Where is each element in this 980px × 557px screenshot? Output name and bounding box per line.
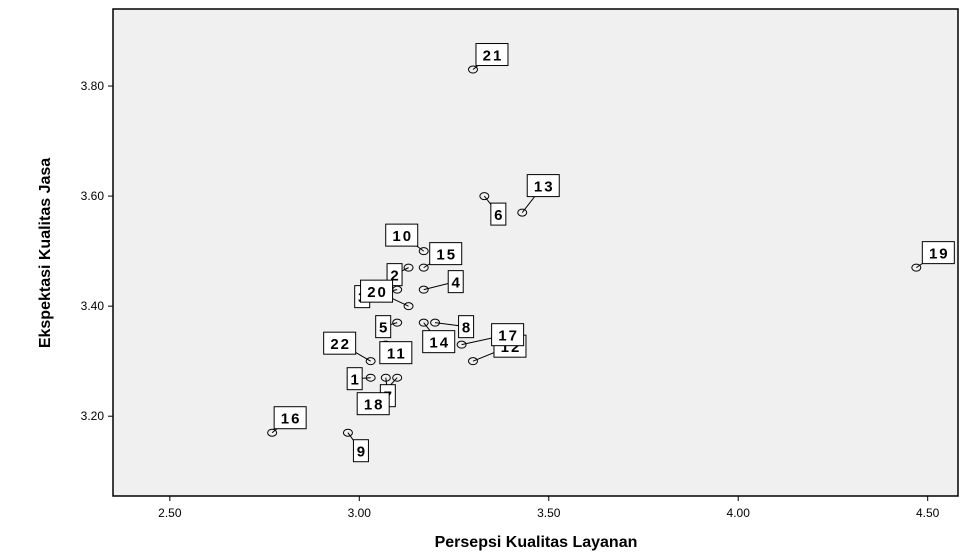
x-tick-label: 3.50 [537,506,561,520]
y-tick-label: 3.40 [81,299,105,313]
y-axis-title: Ekspektasi Kualitas Jasa [37,158,54,348]
point-label-text: 19 [929,246,950,263]
point-label-box [360,279,394,303]
point-label: 4 [447,270,464,294]
point-label: 1 [346,367,363,391]
x-axis-title: Persepsi Kualitas Layanan [435,534,638,551]
point-label: 9 [352,439,369,463]
point-label-box [447,270,464,294]
point-label-text: 17 [498,328,519,345]
data-point-marker [911,263,922,272]
point-label-box [491,323,525,347]
point-label-text: 11 [387,346,407,363]
data-point-marker [467,65,478,74]
data-point-marker [403,302,414,311]
data-point-marker [430,318,441,327]
point-label-box [526,174,560,198]
point-label-text: 5 [379,320,389,337]
point-label: 20 [360,279,394,303]
point-labels: 12345678910111213141516171819202122 [273,43,955,463]
data-point-marker [467,357,478,366]
data-point-marker [392,318,403,327]
data-point-marker [418,263,429,272]
point-label: 11 [379,341,413,365]
x-tick-label: 4.00 [727,506,751,520]
data-point-marker [479,192,490,201]
point-label: 21 [475,43,509,67]
point-label: 14 [422,330,456,354]
point-label-box [375,315,392,339]
point-label: 22 [323,331,357,355]
y-tick-label: 3.60 [81,189,105,203]
data-point-marker [418,318,429,327]
data-point-marker [517,208,528,217]
point-label-box [352,439,369,463]
x-tick-label: 3.00 [348,506,372,520]
y-tick-label: 3.80 [81,79,105,93]
data-point-marker [456,340,467,349]
point-label: 16 [273,406,307,430]
point-label-text: 4 [452,275,462,292]
point-label-box [429,242,463,266]
data-point-marker [418,247,429,256]
point-label-text: 22 [330,336,351,353]
data-point-marker [392,373,403,382]
point-label-text: 6 [494,207,504,224]
point-label-text: 13 [534,179,555,196]
data-point-marker [403,263,414,272]
point-label: 13 [526,174,560,198]
point-label-box [458,315,475,339]
data-point-marker [342,428,353,437]
point-label: 17 [491,323,525,347]
point-label-box [490,202,507,226]
point-label: 19 [921,241,955,265]
point-label-text: 16 [281,411,302,428]
data-point-marker [418,285,429,294]
plot-area [112,8,959,497]
point-label-text: 14 [429,335,450,352]
data-point-marker [365,357,376,366]
point-label: 18 [356,392,390,416]
x-axis-ticks: 2.50 3.00 3.50 4.00 4.50 [158,496,940,520]
data-point-marker [380,373,391,382]
point-label-box [379,341,413,365]
point-label-box [385,223,419,247]
point-label-text: 2 [390,268,400,285]
point-label: 10 [385,223,419,247]
data-point-marker [365,373,376,382]
point-label: 15 [429,242,463,266]
point-label-box [921,241,955,265]
point-label-box [475,43,509,67]
point-label-text: 18 [364,397,385,414]
point-label-text: 9 [357,444,367,461]
point-label-box [356,392,390,416]
x-tick-label: 2.50 [158,506,182,520]
point-label-text: 20 [367,284,388,301]
point-label-text: 15 [436,247,457,264]
point-label-text: 8 [462,320,472,337]
point-label: 5 [375,315,392,339]
point-label-text: 21 [483,48,504,65]
point-label-box [346,367,363,391]
point-label-text: 1 [350,372,360,389]
point-label: 6 [490,202,507,226]
point-label-box [273,406,307,430]
x-tick-label: 4.50 [916,506,940,520]
point-label-box [323,331,357,355]
y-axis-ticks: 3.20 3.40 3.60 3.80 [81,79,113,423]
point-label: 8 [458,315,475,339]
y-tick-label: 3.20 [81,409,105,423]
point-label-box [422,330,456,354]
point-label-text: 10 [392,228,413,245]
data-point-marker [267,428,278,437]
